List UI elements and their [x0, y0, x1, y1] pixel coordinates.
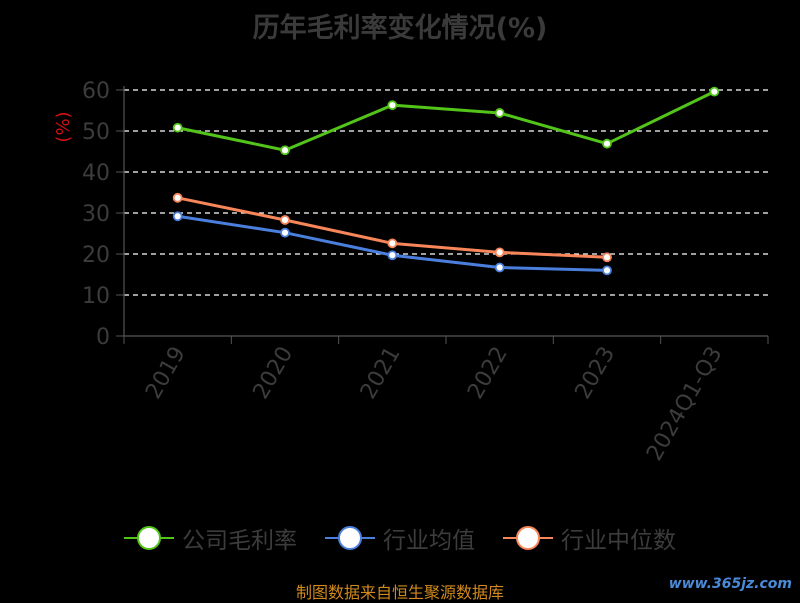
legend-item-industry-median[interactable]: 行业中位数: [503, 521, 676, 555]
chart-title: 历年毛利率变化情况(%): [252, 13, 548, 44]
y-axis-label: (%): [53, 111, 74, 142]
legend-marker-company-margin: [124, 523, 174, 553]
y-tick-label: 10: [82, 284, 110, 309]
axes: 0 10 20 30 40 50 60 (%) 2019 2020 2021 2022 2023 2024…: [53, 79, 769, 466]
gridlines: [124, 89, 768, 296]
series-lines: [172, 86, 720, 276]
data-point: [387, 250, 398, 261]
y-tick-label: 0: [96, 325, 110, 350]
y-tick-label: 50: [82, 120, 110, 145]
data-point: [280, 227, 290, 238]
legend-item-company-margin[interactable]: 公司毛利率: [124, 521, 297, 555]
source-note: 制图数据来自恒生聚源数据库: [295, 583, 504, 602]
data-point: [172, 192, 183, 203]
data-point: [387, 100, 398, 111]
y-tick-label: 60: [82, 79, 110, 104]
legend-label: 公司毛利率: [182, 528, 297, 554]
data-point: [602, 265, 612, 276]
x-tick-label: 2023: [571, 343, 621, 404]
x-tick-label: 2024Q1-Q3: [642, 343, 727, 466]
x-tick-label: 2019: [141, 343, 191, 404]
data-point: [494, 247, 505, 258]
data-point: [494, 262, 505, 273]
x-tick-label: 2021: [356, 343, 406, 404]
data-point: [172, 211, 183, 222]
data-point: [387, 238, 398, 249]
y-tick-label: 40: [82, 161, 110, 186]
watermark: www.365jz.com: [668, 576, 792, 592]
legend-item-industry-mean[interactable]: 行业均值: [325, 521, 475, 555]
data-point: [709, 86, 720, 97]
data-point: [494, 108, 505, 118]
legend-marker-industry-mean: [325, 523, 375, 553]
x-tick-label: 2020: [249, 343, 299, 404]
legend-marker-industry-median: [503, 523, 553, 553]
data-point: [280, 145, 290, 156]
data-point: [172, 122, 183, 133]
y-tick-label: 20: [82, 243, 110, 268]
data-point: [602, 252, 612, 263]
series-line-0: [177, 90, 715, 152]
y-tick-label: 30: [82, 202, 110, 227]
legend-label: 行业均值: [383, 528, 475, 554]
x-tick-label: 2022: [463, 343, 513, 404]
data-point: [602, 138, 612, 149]
legend-label: 行业中位数: [561, 528, 676, 554]
legend: 公司毛利率 行业均值 行业中位数: [0, 521, 800, 555]
data-point: [280, 215, 290, 225]
